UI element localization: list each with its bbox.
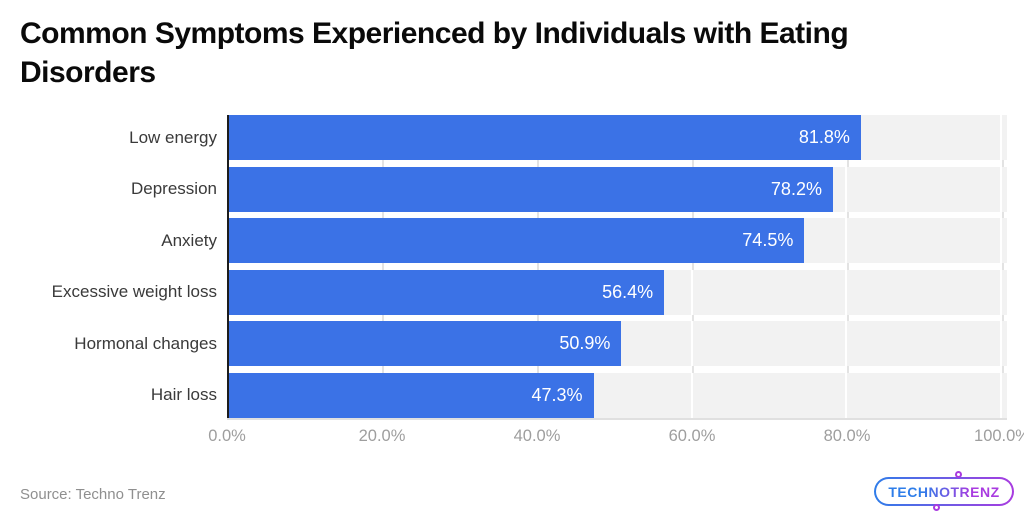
bar: 81.8%	[227, 115, 861, 160]
bar-track: 81.8%	[227, 115, 1007, 160]
brand-logo: TECHNOTRENZ	[874, 471, 1014, 511]
x-axis-tick-label: 60.0%	[668, 427, 716, 445]
category-label: Excessive weight loss	[51, 282, 217, 302]
bar-track: 56.4%	[227, 269, 1007, 315]
x-axis-tick-label: 0.0%	[208, 427, 246, 445]
source-text: Source: Techno Trenz	[20, 486, 166, 503]
gridline	[691, 115, 694, 418]
x-axis-line	[227, 418, 1007, 420]
x-axis-tick-label: 40.0%	[513, 427, 561, 445]
bar-row: Depression 78.2%	[131, 166, 1007, 212]
bar: 74.5%	[227, 218, 805, 264]
gridline	[381, 115, 384, 418]
bar-value-label: 47.3%	[531, 384, 583, 405]
logo-circuit-node-icon	[932, 504, 940, 511]
bar: 56.4%	[227, 269, 665, 315]
bar-track: 74.5%	[227, 218, 1007, 264]
bar-value-label: 50.9%	[559, 333, 611, 354]
bar-rows: Low energy 81.8% Depression 78.2% Anxiety 74.…	[52, 115, 1007, 418]
logo-circuit-node-icon	[955, 471, 963, 478]
bar-value-label: 78.2%	[770, 178, 822, 199]
gridline	[1001, 115, 1004, 418]
bar-track: 78.2%	[227, 166, 1007, 212]
logo-text: TECHNOTRENZ	[888, 483, 1000, 500]
category-label: Hormonal changes	[74, 333, 217, 353]
x-axis-tick-label: 100.0%	[974, 427, 1024, 445]
bar-track: 47.3%	[227, 372, 1007, 418]
category-label: Low energy	[129, 127, 217, 147]
bar-value-label: 74.5%	[742, 230, 794, 251]
category-label: Hair loss	[150, 385, 217, 405]
x-axis-tick-label: 80.0%	[823, 427, 871, 445]
x-axis-tick-label: 20.0%	[358, 427, 406, 445]
y-axis-line	[227, 115, 229, 418]
logo-pill: TECHNOTRENZ	[876, 479, 1012, 504]
x-axis-tick-labels: 0.0% 20.0% 40.0% 60.0% 80.0% 100.0%	[208, 427, 1024, 449]
category-label: Anxiety	[161, 230, 217, 250]
bar-row: Hair loss 47.3%	[151, 372, 1007, 418]
bar: 78.2%	[227, 166, 833, 212]
bar-row: Hormonal changes 50.9%	[74, 321, 1007, 367]
bar-row: Anxiety 74.5%	[161, 218, 1007, 264]
bar-track: 50.9%	[227, 321, 1007, 367]
plot-area: Low energy 81.8% Depression 78.2% Anxiety 74.…	[52, 115, 1007, 420]
bar-row: Low energy 81.8%	[129, 115, 1007, 160]
category-label: Depression	[131, 179, 217, 199]
bar-value-label: 56.4%	[602, 281, 654, 302]
gridline	[846, 115, 849, 418]
gridline	[536, 115, 539, 418]
bar: 50.9%	[227, 321, 622, 367]
bar: 47.3%	[227, 372, 594, 418]
bar-value-label: 81.8%	[798, 127, 850, 147]
bar-row: Excessive weight loss 56.4%	[52, 269, 1007, 315]
chart-title: Common Symptoms Experienced by Individua…	[20, 17, 849, 89]
